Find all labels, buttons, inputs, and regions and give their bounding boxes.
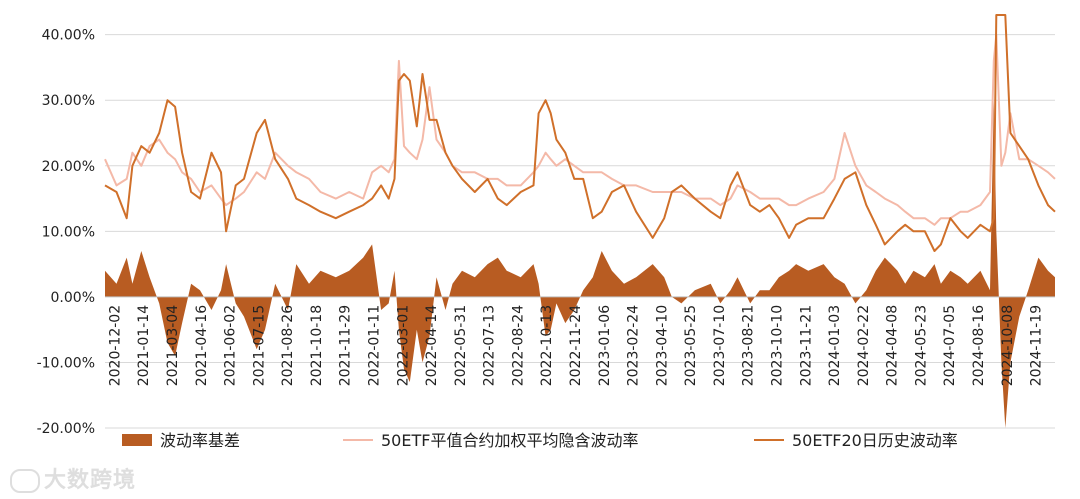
x-tick-label: 2024-11-19 — [1029, 305, 1045, 386]
x-tick: 2022-07-13 — [482, 305, 498, 386]
gridlines — [105, 34, 1055, 429]
x-tick-label: 2020-12-02 — [107, 305, 123, 386]
x-tick-label: 2021-01-14 — [136, 305, 152, 386]
x-tick: 2024-02-22 — [856, 305, 872, 386]
x-tick-label: 2023-01-06 — [597, 305, 613, 386]
x-tick: 2021-06-02 — [223, 305, 239, 386]
x-tick: 2022-10-13 — [539, 305, 555, 386]
legend: 波动率基差 50ETF平值合约加权平均隐含波动率 50ETF20日历史波动率 — [122, 431, 958, 450]
x-tick-label: 2023-11-21 — [798, 305, 814, 386]
x-tick: 2023-01-06 — [597, 305, 613, 386]
series-line-implied-vol — [104, 33, 1056, 226]
x-tick-label: 2024-01-03 — [827, 305, 843, 386]
x-tick: 2021-03-04 — [165, 305, 181, 386]
x-tick: 2021-01-14 — [136, 305, 152, 386]
legend-label: 波动率基差 — [160, 431, 240, 450]
x-tick: 2022-01-11 — [367, 305, 383, 386]
y-tick-label: 40.00% — [42, 28, 95, 44]
x-tick-label: 2021-11-29 — [338, 305, 354, 386]
x-tick-label: 2021-10-18 — [309, 305, 325, 386]
x-tick: 2023-02-24 — [626, 305, 642, 386]
x-tick-label: 2021-08-26 — [280, 305, 296, 386]
y-tick-label: 30.00% — [42, 93, 95, 109]
x-tick: 2024-10-08 — [1000, 305, 1016, 386]
x-tick-label: 2023-10-10 — [770, 305, 786, 386]
legend-label: 50ETF平值合约加权平均隐含波动率 — [381, 431, 638, 450]
x-tick: 2024-08-16 — [971, 305, 987, 386]
x-tick-label: 2021-03-04 — [165, 305, 181, 386]
x-tick: 2023-10-10 — [770, 305, 786, 386]
x-tick-label: 2021-07-15 — [251, 305, 267, 386]
x-tick-label: 2024-02-22 — [856, 305, 872, 386]
x-tick: 2023-07-10 — [712, 305, 728, 386]
x-tick: 2022-05-31 — [453, 305, 469, 386]
x-tick-label: 2022-04-14 — [424, 305, 440, 386]
x-tick: 2021-10-18 — [309, 305, 325, 386]
x-tick-label: 2024-05-23 — [914, 305, 930, 386]
x-tick: 2024-01-03 — [827, 305, 843, 386]
y-tick-label: 0.00% — [51, 290, 95, 306]
x-axis: 2020-12-02 2021-01-14 2021-03-04 2021-04-16… — [107, 305, 1044, 386]
x-tick: 2022-08-24 — [510, 305, 526, 386]
x-tick: 2024-04-08 — [885, 305, 901, 386]
x-tick: 2024-05-23 — [914, 305, 930, 386]
watermark: 大数跨境 — [10, 462, 136, 494]
x-tick: 2020-12-02 — [107, 305, 123, 386]
y-tick-label: 10.00% — [42, 224, 95, 240]
x-tick-label: 2023-08-21 — [741, 305, 757, 386]
x-tick-label: 2023-04-10 — [654, 305, 670, 386]
y-tick-label: -10.00% — [37, 355, 95, 371]
watermark-logo-icon — [10, 469, 40, 493]
series-layer — [104, 14, 1056, 428]
x-tick-label: 2024-04-08 — [885, 305, 901, 386]
x-tick-label: 2022-08-24 — [510, 305, 526, 386]
x-tick-label: 2022-05-31 — [453, 305, 469, 386]
x-tick-label: 2022-03-01 — [395, 305, 411, 386]
x-tick-label: 2022-10-13 — [539, 305, 555, 386]
x-tick-label: 2021-06-02 — [223, 305, 239, 386]
watermark-text: 大数跨境 — [44, 468, 137, 493]
x-tick: 2023-11-21 — [798, 305, 814, 386]
x-tick-label: 2024-07-05 — [942, 305, 958, 386]
x-tick: 2022-03-01 — [395, 305, 411, 386]
y-tick-label: -20.00% — [37, 421, 95, 437]
x-tick: 2021-08-26 — [280, 305, 296, 386]
y-axis: -20.00% -10.00% 0.00% 10.00% 20.00% 30.00% 40.… — [37, 28, 95, 437]
x-tick-label: 2024-10-08 — [1000, 305, 1016, 386]
x-tick-label: 2022-07-13 — [482, 305, 498, 386]
x-tick: 2021-04-16 — [194, 305, 210, 386]
x-tick-label: 2022-11-24 — [568, 305, 584, 386]
x-tick: 2023-08-21 — [741, 305, 757, 386]
x-tick-label: 2022-01-11 — [367, 305, 383, 386]
x-tick: 2021-07-15 — [251, 305, 267, 386]
legend-swatch-area — [122, 434, 152, 446]
x-tick: 2024-11-19 — [1029, 305, 1045, 386]
x-tick-label: 2021-04-16 — [194, 305, 210, 386]
x-tick-label: 2023-02-24 — [626, 305, 642, 386]
x-tick: 2023-05-25 — [683, 305, 699, 386]
x-tick-label: 2023-07-10 — [712, 305, 728, 386]
x-tick-label: 2023-05-25 — [683, 305, 699, 386]
x-tick-label: 2024-08-16 — [971, 305, 987, 386]
x-tick: 2022-11-24 — [568, 305, 584, 386]
x-tick: 2022-04-14 — [424, 305, 440, 386]
y-tick-label: 20.00% — [42, 159, 95, 175]
series-line-historical-vol — [104, 14, 1056, 252]
x-tick: 2021-11-29 — [338, 305, 354, 386]
x-tick: 2023-04-10 — [654, 305, 670, 386]
x-tick: 2024-07-05 — [942, 305, 958, 386]
legend-label: 50ETF20日历史波动率 — [792, 431, 958, 450]
